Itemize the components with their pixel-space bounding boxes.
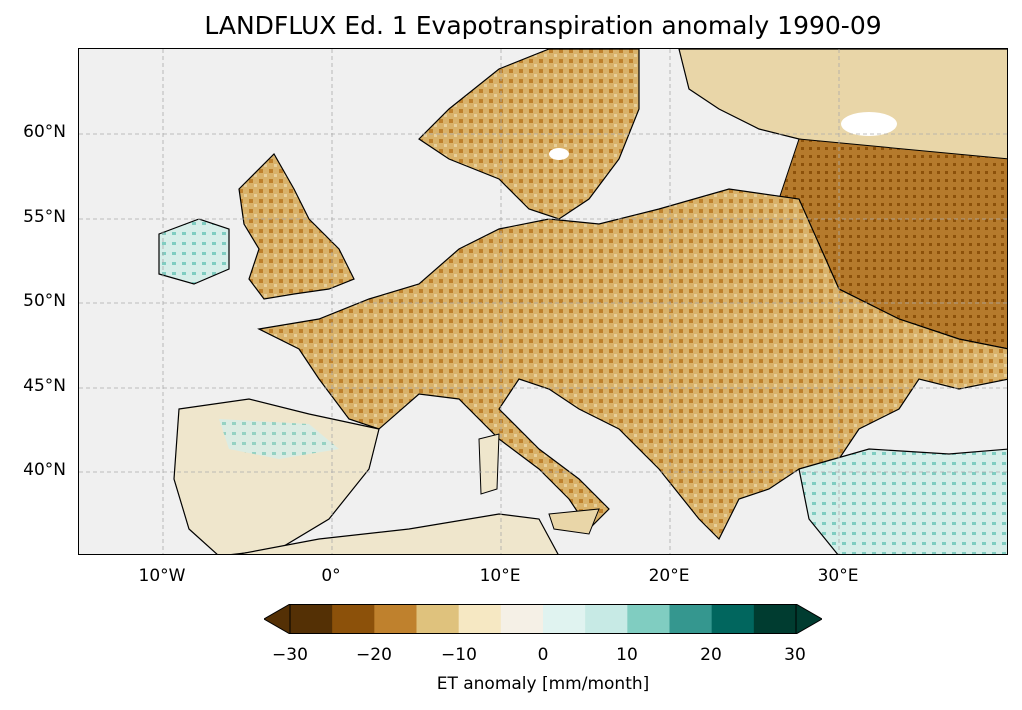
colorbar-cell [332,604,375,634]
colorbar-cells [264,604,822,634]
colorbar-cell [500,604,544,634]
colorbar-tick-neg30: −30 [272,645,308,665]
lat-label-50: 50°N [23,291,66,311]
north-africa-land [236,513,559,554]
mainland-europe [257,188,1007,541]
colorbar-tick-0: 0 [537,645,549,665]
colorbar [264,604,822,634]
colorbar-tick-10: 10 [616,645,638,665]
sicily-land [548,508,600,535]
map-title: LANDFLUX Ed. 1 Evapotranspiration anomal… [204,11,882,40]
lake-ladoga [841,112,897,136]
colorbar-cell [711,604,755,634]
gridlines [79,49,1007,554]
lat-label-60: 60°N [23,122,66,142]
lat-label-40: 40°N [23,460,66,480]
lon-label-10w: 10°W [138,566,186,586]
map-panel[interactable] [78,48,1008,555]
colorbar-tick-neg20: −20 [356,645,392,665]
colorbar-cell [669,604,713,634]
lon-label-30e: 30°E [817,566,859,586]
colorbar-cell [290,604,333,634]
land-layer [158,49,1007,554]
colorbar-cell [753,604,797,634]
lon-label-0: 0° [321,566,341,586]
colorbar-tick-20: 20 [700,645,722,665]
colorbar-cell [627,604,670,634]
ireland-land [158,218,230,285]
colorbar-outline [289,604,797,634]
colorbar-tick-neg10: −10 [441,645,477,665]
colorbar-cell [416,604,460,634]
colorbar-cell [543,604,586,634]
colorbar-cell [374,604,417,634]
lat-label-55: 55°N [23,207,66,227]
turkey-land [798,448,1007,554]
lake-vanern [549,148,569,160]
colorbar-cell [585,604,628,634]
colorbar-label: ET anomaly [mm/month] [436,674,650,694]
lon-label-10e: 10°E [479,566,521,586]
colorbar-extend-high [795,604,822,634]
colorbar-tick-30: 30 [784,645,806,665]
map-svg [79,49,1007,554]
iberia-wet [219,419,339,459]
lat-label-45: 45°N [23,376,66,396]
britain-land [238,153,355,300]
colorbar-extend-low [264,604,291,634]
colorbar-cell [458,604,502,634]
lon-label-20e: 20°E [648,566,690,586]
sardinia-land [478,433,500,495]
